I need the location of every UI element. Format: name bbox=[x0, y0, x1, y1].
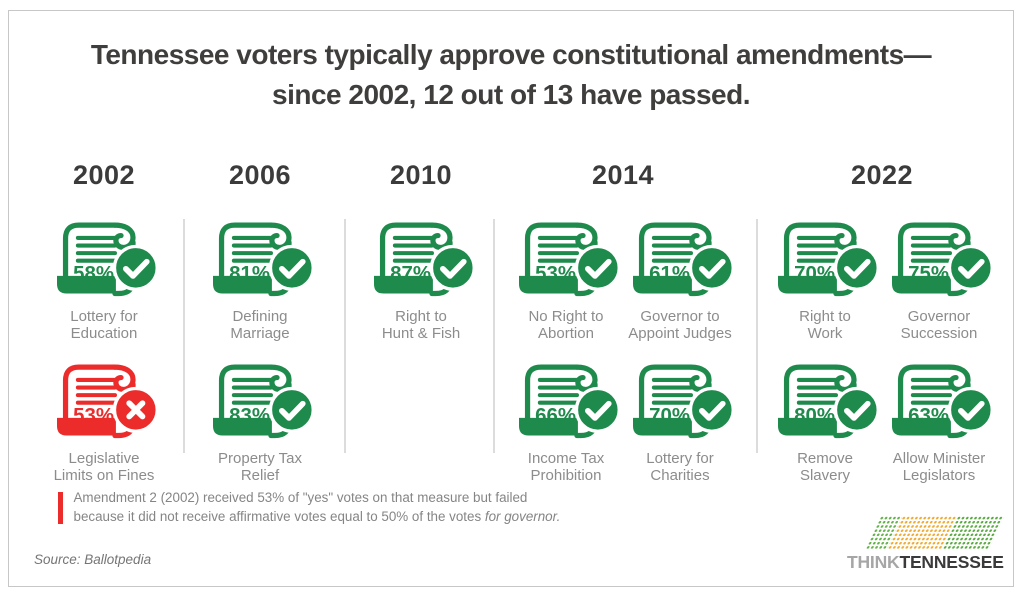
amendment-card: 53% No Right to Abortion bbox=[514, 208, 619, 350]
scroll-icon: 53% bbox=[514, 208, 619, 303]
check-icon bbox=[270, 246, 313, 289]
year-group-2022: 2022 70% Right to Work 80% bbox=[768, 159, 996, 492]
scroll-icon: 87% bbox=[369, 208, 474, 303]
year-label: 2002 bbox=[72, 160, 136, 190]
amendment-label: Remove Slavery bbox=[797, 450, 853, 484]
scroll-icon: 81% bbox=[208, 208, 313, 303]
scroll-icon: 63% bbox=[887, 350, 992, 445]
amendment-card: 53% Legislative Limits on Fines bbox=[52, 350, 157, 492]
amendment-label: Allow Minister Legislators bbox=[892, 450, 986, 484]
vote-percentage: 53% bbox=[535, 263, 576, 285]
amendment-label: Right to Work bbox=[799, 308, 851, 342]
amendment-label: Defining Marriage bbox=[230, 308, 290, 342]
year-label: 2022 bbox=[850, 160, 914, 190]
amendment-card: 70% Right to Work bbox=[773, 208, 878, 350]
infographic-card: Tennessee voters typically approve const… bbox=[8, 10, 1014, 587]
vote-percentage: 80% bbox=[794, 405, 835, 427]
amendment-label: Lottery for Education bbox=[70, 308, 138, 342]
scroll-icon: 75% bbox=[887, 208, 992, 303]
amendment-card: 80% Remove Slavery bbox=[773, 350, 878, 492]
source-credit: Source: Ballotpedia bbox=[34, 552, 152, 567]
title-line-2: since 2002, 12 out of 13 have passed. bbox=[272, 79, 750, 110]
vote-percentage: 87% bbox=[390, 263, 431, 285]
year-group-2010: 2010 87% Right to Hunt & Fish bbox=[346, 159, 496, 350]
page-title: Tennessee voters typically approve const… bbox=[9, 35, 1013, 115]
year-group-2014: 2014 53% No Right to Abortion 66 bbox=[509, 159, 737, 492]
amendment-label: Governor to Appoint Judges bbox=[628, 308, 732, 342]
amendment-card: 87% Right to Hunt & Fish bbox=[369, 208, 474, 350]
vote-percentage: 70% bbox=[794, 263, 835, 285]
amendment-card: 66% Income Tax Prohibition bbox=[514, 350, 619, 492]
vote-percentage: 83% bbox=[229, 405, 270, 427]
scroll-icon: 61% bbox=[628, 208, 733, 303]
scroll-icon: 83% bbox=[208, 350, 313, 445]
tennessee-map-icon bbox=[865, 516, 1005, 549]
footnote-line-1: Amendment 2 (2002) received 53% of "yes"… bbox=[73, 490, 528, 505]
vote-percentage: 53% bbox=[73, 405, 114, 427]
check-icon bbox=[690, 388, 733, 431]
vote-percentage: 58% bbox=[73, 263, 114, 285]
amendment-card: 83% Property Tax Relief bbox=[208, 350, 313, 492]
check-icon bbox=[114, 246, 157, 289]
x-icon bbox=[114, 388, 157, 431]
check-icon bbox=[270, 388, 313, 431]
check-icon bbox=[576, 388, 619, 431]
amendment-card: 61% Governor to Appoint Judges bbox=[628, 208, 733, 350]
year-group-2002: 2002 58% Lottery for Education 53% bbox=[29, 159, 179, 492]
scroll-icon: 70% bbox=[773, 208, 878, 303]
year-label: 2014 bbox=[591, 160, 655, 190]
vote-percentage: 81% bbox=[229, 263, 270, 285]
group-divider bbox=[756, 219, 758, 453]
check-icon bbox=[949, 246, 992, 289]
vote-percentage: 70% bbox=[649, 405, 690, 427]
amendment-label: Right to Hunt & Fish bbox=[381, 308, 461, 342]
check-icon bbox=[576, 246, 619, 289]
year-label: 2010 bbox=[389, 160, 453, 190]
amendment-label: Income Tax Prohibition bbox=[527, 450, 605, 484]
vote-percentage: 75% bbox=[908, 263, 949, 285]
footnote-line-2: because it did not receive affirmative v… bbox=[73, 508, 561, 524]
logo-wordmark: THINKTENNESSEE bbox=[847, 552, 1004, 572]
footnote-italic: for governor. bbox=[484, 508, 561, 524]
group-divider bbox=[183, 219, 185, 453]
amendment-card: 75% Governor Succession bbox=[887, 208, 992, 350]
amendment-card: 81% Defining Marriage bbox=[208, 208, 313, 350]
footnote: Amendment 2 (2002) received 53% of "yes"… bbox=[58, 489, 560, 526]
check-icon bbox=[431, 246, 474, 289]
amendment-label: Property Tax Relief bbox=[218, 450, 302, 484]
footnote-accent-bar bbox=[58, 492, 63, 524]
group-divider bbox=[344, 219, 346, 453]
title-line-1: Tennessee voters typically approve const… bbox=[90, 39, 932, 70]
vote-percentage: 63% bbox=[908, 405, 949, 427]
scroll-icon: 53% bbox=[52, 350, 157, 445]
group-divider bbox=[493, 219, 495, 453]
check-icon bbox=[835, 246, 878, 289]
check-icon bbox=[690, 246, 733, 289]
vote-percentage: 61% bbox=[649, 263, 690, 285]
amendment-label: Governor Succession bbox=[900, 308, 978, 342]
amendment-card: 58% Lottery for Education bbox=[52, 208, 157, 350]
scroll-icon: 66% bbox=[514, 350, 619, 445]
amendment-card: 70% Lottery for Charities bbox=[628, 350, 733, 492]
scroll-icon: 58% bbox=[52, 208, 157, 303]
think-tennessee-logo: THINKTENNESSEE bbox=[847, 516, 1005, 573]
scroll-icon: 80% bbox=[773, 350, 878, 445]
vote-percentage: 66% bbox=[535, 405, 576, 427]
amendment-label: Lottery for Charities bbox=[646, 450, 714, 484]
year-group-2006: 2006 81% Defining Marriage 83% bbox=[185, 159, 335, 492]
amendment-card: 63% Allow Minister Legislators bbox=[887, 350, 992, 492]
year-label: 2006 bbox=[228, 160, 292, 190]
scroll-icon: 70% bbox=[628, 350, 733, 445]
check-icon bbox=[949, 388, 992, 431]
amendment-label: Legislative Limits on Fines bbox=[53, 450, 155, 484]
check-icon bbox=[835, 388, 878, 431]
amendment-label: No Right to Abortion bbox=[528, 308, 604, 342]
